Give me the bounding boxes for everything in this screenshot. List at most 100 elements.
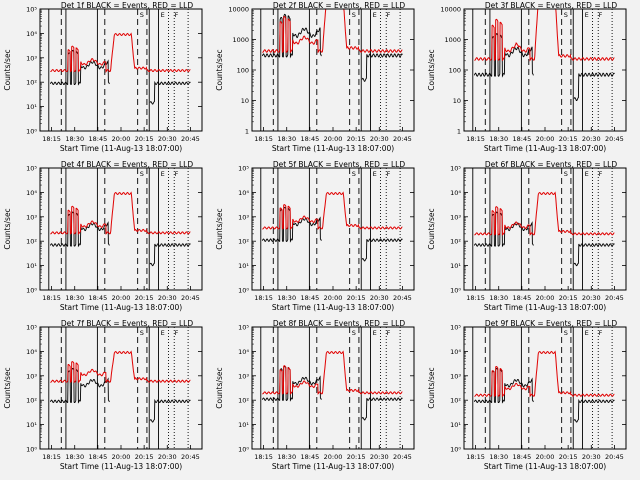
panel-1: Det 1f BLACK = Events, RED = LLD Counts/s…	[3, 1, 203, 153]
panel-title: Det 4f BLACK = Events, RED = LLD	[61, 160, 194, 169]
x-tick-label: 20:00	[536, 294, 555, 302]
y-tick-label: 10¹	[26, 262, 37, 270]
y-tick-label: 10⁵	[450, 324, 461, 332]
y-tick-label: 10⁴	[450, 348, 461, 356]
x-tick-label: 18:15	[42, 135, 61, 143]
x-axis-label: Start Time (11-Aug-13 18:07:00)	[484, 144, 606, 153]
x-tick-label: 18:15	[254, 135, 273, 143]
series-events-line	[49, 211, 191, 267]
marker-label: S	[564, 170, 568, 178]
marker-label: E	[585, 11, 589, 19]
x-axis-label: Start Time (11-Aug-13 18:07:00)	[272, 303, 394, 312]
x-tick-label: 20:45	[605, 294, 624, 302]
panel-6: Det 6f BLACK = Events, RED = LLD Counts/s…	[427, 160, 627, 312]
x-tick-label: 18:15	[254, 453, 273, 461]
x-tick-label: 20:00	[112, 135, 131, 143]
x-tick-label: 18:15	[466, 135, 485, 143]
x-tick-label: 18:30	[489, 135, 508, 143]
marker-label: E	[585, 329, 589, 337]
x-axis-label: Start Time (11-Aug-13 18:07:00)	[272, 144, 394, 153]
x-tick-label: 20:45	[181, 294, 200, 302]
marker-label: F	[387, 170, 391, 178]
y-tick-label: 10²	[450, 238, 461, 246]
x-tick-label: 20:00	[324, 453, 343, 461]
panel-3: Det 3f BLACK = Events, RED = LLD Counts/s…	[427, 1, 627, 153]
marker-label: S	[140, 11, 144, 19]
x-tick-label: 18:30	[489, 294, 508, 302]
y-axis-label: Counts/sec	[3, 367, 12, 408]
marker-label: F	[175, 11, 179, 19]
x-axis-label: Start Time (11-Aug-13 18:07:00)	[484, 303, 606, 312]
x-tick-label: 20:15	[559, 135, 578, 143]
plot-frame	[251, 8, 415, 132]
marker-label: E	[373, 11, 377, 19]
x-tick-label: 20:45	[393, 294, 412, 302]
x-tick-label: 20:30	[370, 294, 389, 302]
marker-label: F	[175, 329, 179, 337]
panel-5: Det 5f BLACK = Events, RED = LLD Counts/s…	[215, 160, 415, 312]
panel-9: Det 9f BLACK = Events, RED = LLD Counts/s…	[427, 319, 627, 471]
marker-label: E	[585, 170, 589, 178]
x-tick-label: 20:15	[347, 294, 366, 302]
y-tick-label: 10000	[228, 6, 249, 14]
x-axis-label: Start Time (11-Aug-13 18:07:00)	[60, 462, 182, 471]
y-tick-label: 10²	[26, 79, 37, 87]
y-tick-label: 10⁴	[26, 348, 37, 356]
marker-label: F	[387, 11, 391, 19]
y-tick-label: 10¹	[238, 421, 249, 429]
marker-label: E	[161, 170, 165, 178]
x-tick-label: 20:00	[112, 294, 131, 302]
marker-label: S	[352, 170, 356, 178]
y-axis-label: Counts/sec	[3, 208, 12, 249]
y-tick-label: 10²	[450, 397, 461, 405]
plot-frame	[39, 8, 203, 132]
y-tick-label: 10²	[26, 397, 37, 405]
y-tick-label: 10¹	[238, 262, 249, 270]
y-tick-label: 10⁴	[238, 189, 249, 197]
x-tick-label: 18:15	[254, 294, 273, 302]
x-tick-label: 20:00	[536, 453, 555, 461]
y-tick-label: 10¹	[450, 262, 461, 270]
marker-label: F	[599, 329, 603, 337]
x-tick-label: 20:45	[605, 135, 624, 143]
x-tick-label: 20:30	[370, 135, 389, 143]
x-tick-label: 20:15	[135, 453, 154, 461]
marker-label: E	[373, 329, 377, 337]
y-tick-label: 1	[245, 128, 249, 136]
y-tick-label: 10⁰	[238, 287, 249, 295]
y-tick-label: 10⁰	[450, 446, 461, 454]
y-tick-label: 10⁰	[26, 287, 37, 295]
y-tick-label: 10⁵	[26, 6, 37, 14]
y-tick-label: 10³	[238, 372, 249, 380]
x-tick-label: 20:15	[347, 453, 366, 461]
y-tick-label: 10¹	[26, 421, 37, 429]
x-tick-label: 18:45	[300, 294, 319, 302]
y-tick-label: 1000	[232, 36, 249, 44]
panel-title: Det 9f BLACK = Events, RED = LLD	[485, 319, 618, 328]
x-tick-label: 18:30	[65, 135, 84, 143]
y-tick-label: 10¹	[26, 103, 37, 111]
x-tick-label: 18:45	[512, 294, 531, 302]
x-axis-label: Start Time (11-Aug-13 18:07:00)	[484, 462, 606, 471]
y-tick-label: 10²	[238, 397, 249, 405]
marker-label: E	[161, 329, 165, 337]
x-tick-label: 20:00	[324, 135, 343, 143]
x-tick-label: 20:15	[559, 294, 578, 302]
y-tick-label: 10³	[26, 54, 37, 62]
x-tick-label: 20:30	[370, 453, 389, 461]
series-events-line	[261, 206, 403, 262]
x-tick-label: 18:30	[65, 453, 84, 461]
y-tick-label: 10	[241, 97, 249, 105]
x-tick-label: 20:15	[559, 453, 578, 461]
x-tick-label: 18:15	[42, 453, 61, 461]
x-axis-label: Start Time (11-Aug-13 18:07:00)	[60, 144, 182, 153]
x-tick-label: 18:45	[300, 135, 319, 143]
y-tick-label: 10⁵	[26, 324, 37, 332]
y-tick-label: 10	[453, 97, 461, 105]
panel-2: Det 2f BLACK = Events, RED = LLD Counts/s…	[215, 1, 415, 153]
x-tick-label: 18:15	[466, 453, 485, 461]
y-axis-label: Counts/sec	[427, 367, 436, 408]
y-tick-label: 10⁵	[238, 165, 249, 173]
y-tick-label: 10³	[26, 213, 37, 221]
